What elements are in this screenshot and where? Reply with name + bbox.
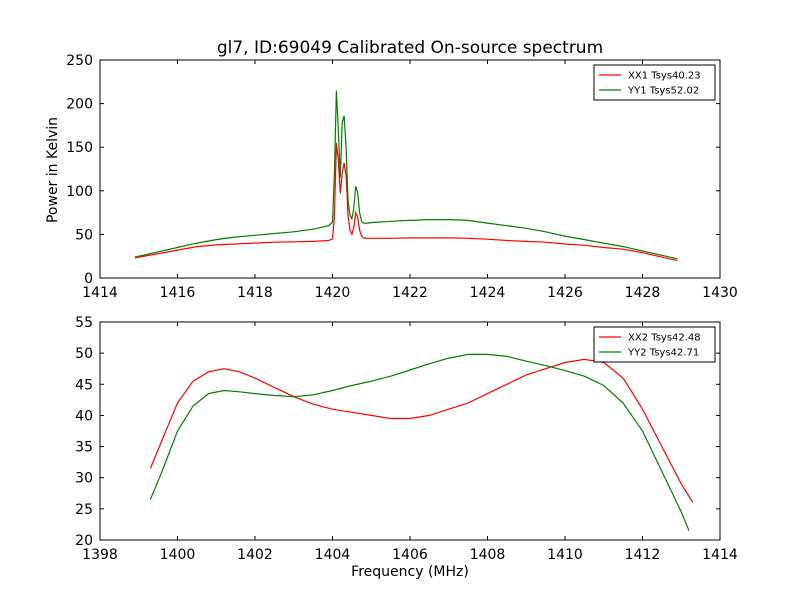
bottom-plot: 1398 1400 1402 1404 1406 1408 1410 1412 1414 20 25… bbox=[75, 315, 738, 563]
chart-title: gl7, ID:69049 Calibrated On-source spect… bbox=[217, 38, 603, 58]
legend-label: XX2 Tsys42.48 bbox=[628, 333, 701, 344]
x-tick-label: 1420 bbox=[315, 285, 351, 301]
series-line-2 bbox=[149, 353, 690, 531]
y-tick-label: 55 bbox=[75, 315, 93, 331]
top-plot: 1414 1416 1418 1420 1422 1424 1426 1428 1430 0 50 1… bbox=[66, 53, 738, 301]
top-y-axis-label: Power in Kelvin bbox=[45, 117, 61, 223]
y-tick-label: 40 bbox=[75, 408, 93, 424]
x-tick-label: 1404 bbox=[315, 547, 351, 563]
x-tick-label: 1430 bbox=[702, 285, 738, 301]
y-tick-label: 250 bbox=[66, 53, 93, 69]
y-tick-label: 20 bbox=[75, 533, 93, 549]
series-line-2 bbox=[134, 90, 678, 260]
y-tick-label: 25 bbox=[75, 502, 93, 518]
x-tick-label: 1400 bbox=[160, 547, 196, 563]
series-line-1 bbox=[134, 142, 678, 262]
x-tick-label: 1402 bbox=[237, 547, 273, 563]
y-tick-label: 35 bbox=[75, 440, 93, 456]
x-tick-label: 1426 bbox=[547, 285, 583, 301]
y-tick-label: 30 bbox=[75, 471, 93, 487]
y-tick-label: 50 bbox=[75, 346, 93, 362]
x-tick-label: 1410 bbox=[547, 547, 583, 563]
x-tick-label: 1408 bbox=[470, 547, 506, 563]
y-tick-label: 150 bbox=[66, 140, 93, 156]
y-tick-label: 50 bbox=[75, 227, 93, 243]
y-tick-label: 45 bbox=[75, 377, 93, 393]
legend: XX1 Tsys40.23 YY1 Tsys52.02 bbox=[593, 64, 716, 101]
x-tick-label: 1428 bbox=[625, 285, 661, 301]
x-tick-label: 1398 bbox=[82, 547, 118, 563]
x-tick-label: 1416 bbox=[160, 285, 196, 301]
legend-label: YY1 Tsys52.02 bbox=[627, 86, 699, 97]
x-tick-label: 1422 bbox=[392, 285, 428, 301]
x-tick-label: 1412 bbox=[625, 547, 661, 563]
y-tick-label: 0 bbox=[84, 271, 93, 287]
legend-label: YY2 Tsys42.71 bbox=[627, 348, 699, 359]
y-tick-label: 100 bbox=[66, 184, 93, 200]
x-tick-label: 1424 bbox=[470, 285, 506, 301]
x-tick-label: 1414 bbox=[702, 547, 738, 563]
bottom-x-axis-label: Frequency (MHz) bbox=[351, 564, 469, 580]
x-tick-label: 1418 bbox=[237, 285, 273, 301]
legend-box bbox=[593, 64, 716, 101]
y-tick-label: 200 bbox=[66, 97, 93, 113]
legend-box bbox=[593, 326, 716, 363]
x-tick-label: 1414 bbox=[82, 285, 118, 301]
legend: XX2 Tsys42.48 YY2 Tsys42.71 bbox=[593, 326, 716, 363]
x-tick-label: 1406 bbox=[392, 547, 428, 563]
legend-label: XX1 Tsys40.23 bbox=[628, 71, 701, 82]
